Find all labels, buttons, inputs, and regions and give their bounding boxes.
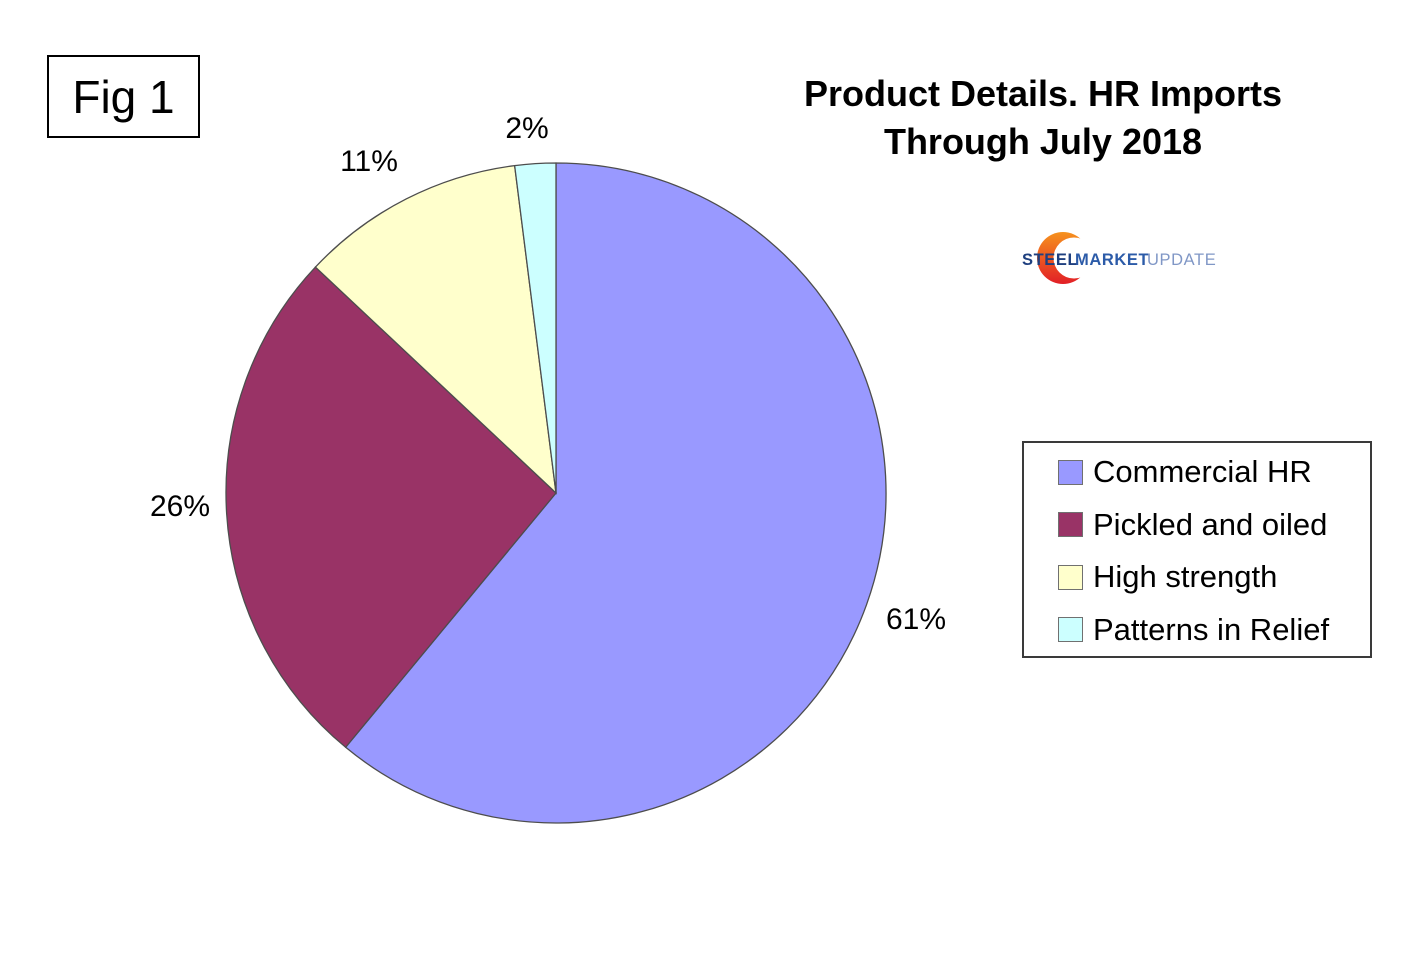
legend-label-high-strength: High strength [1093,559,1278,595]
legend-swatch-commercial-hr [1058,459,1083,485]
legend-label-pickled-and-oiled: Pickled and oiled [1093,506,1328,542]
pie-slice-patterns-in-relief [513,162,557,494]
logo-text-steel: STEEL [1022,251,1078,269]
data-label-commercial-hr: 61% [885,603,947,636]
smu-logo: STEEL MARKET UPDATE [1010,230,1220,288]
chart-title-line-2: Through July 2018 [883,121,1203,162]
chart-title: Product Details. HR Imports Through July… [793,70,1293,166]
logo-text-update: UPDATE [1147,251,1216,269]
legend-item: Commercial HR [1058,446,1370,499]
logo-text-market: MARKET [1075,251,1149,269]
legend-swatch-high-strength [1058,564,1083,590]
data-label-patterns-in-relief: 2% [505,112,549,145]
legend-swatch-pickled-and-oiled [1058,512,1083,538]
legend-label-patterns-in-relief: Patterns in Relief [1093,611,1330,647]
pie-slice-commercial-hr [344,162,887,824]
chart-title-line-1: Product Details. HR Imports [803,73,1283,114]
pie-slice-high-strength [314,164,557,495]
legend-label-commercial-hr: Commercial HR [1093,454,1312,490]
legend-item: High strength [1058,551,1370,604]
logo-crescent-icon [1037,232,1095,284]
data-label-pickled-and-oiled: 26% [149,490,211,523]
figure-label: Fig 1 [72,70,175,123]
legend-item: Pickled and oiled [1058,499,1370,552]
figure-label-box: Fig 1 [47,55,200,138]
legend-item: Patterns in Relief [1058,604,1370,657]
legend-swatch-patterns-in-relief [1058,617,1083,643]
legend: Commercial HR Pickled and oiled High str… [1022,441,1372,658]
pie-slice-pickled-and-oiled [225,266,557,749]
data-label-high-strength: 11% [340,145,398,178]
smu-logo-graphic: STEEL MARKET UPDATE [1022,232,1216,284]
